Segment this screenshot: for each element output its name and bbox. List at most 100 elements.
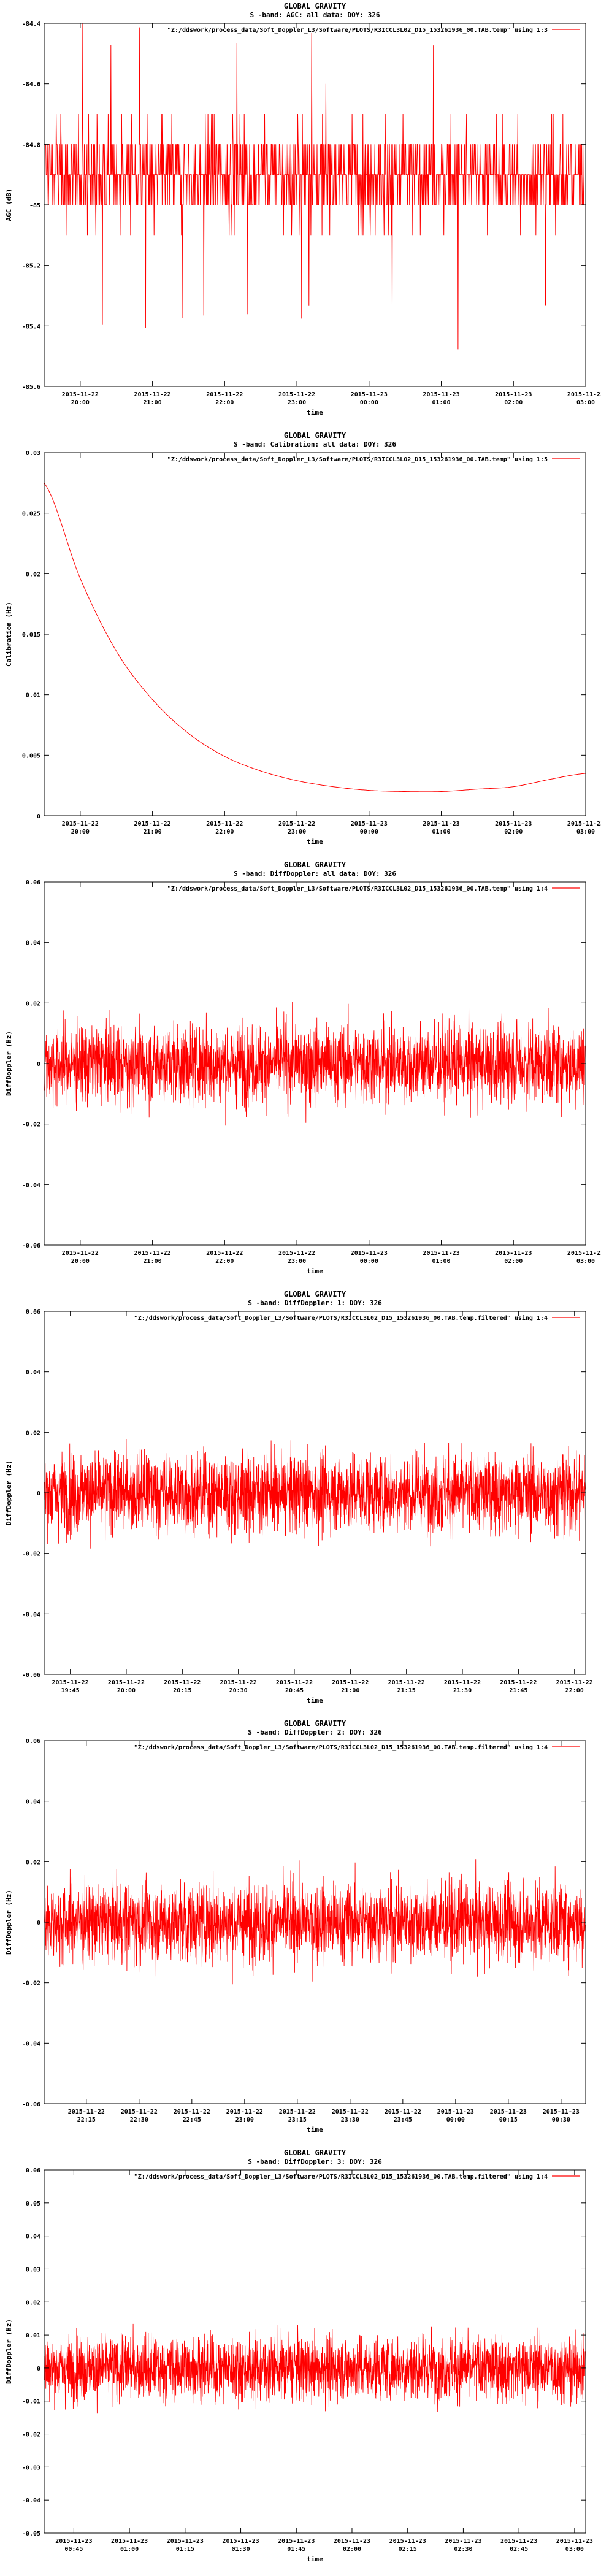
y-tick-label: 0.03 (26, 450, 40, 457)
legend-label: "Z:/ddswork/process_data/Soft_Doppler_L3… (134, 1744, 548, 1751)
chart-subtitle: S -band: AGC: all data: DOY: 326 (250, 11, 380, 19)
x-tick-time: 21:00 (144, 399, 162, 406)
chart-title: GLOBAL GRAVITY (284, 1290, 346, 1298)
x-tick-date: 2015-11-23 (389, 2538, 426, 2545)
x-tick-time: 23:15 (288, 2117, 307, 2123)
legend: "Z:/ddswork/process_data/Soft_Doppler_L3… (134, 1314, 580, 1322)
y-tick-label: 0 (37, 2366, 40, 2372)
y-tick-label: -0.06 (22, 1243, 40, 1249)
x-tick-time: 00:00 (360, 399, 378, 406)
x-tick-time: 20:00 (71, 399, 90, 406)
series-group (44, 1859, 586, 1985)
y-tick-label: 0.06 (26, 880, 40, 886)
y-tick-label: 0.005 (22, 753, 40, 759)
x-tick-time: 03:00 (576, 1258, 595, 1265)
x-tick-date: 2015-11-23 (556, 2538, 593, 2545)
x-tick-time: 23:00 (288, 829, 306, 835)
x-tick-time: 21:45 (509, 1687, 527, 1694)
x-tick-date: 2015-11-23 (423, 1250, 459, 1257)
x-tick-date: 2015-11-22 (278, 391, 315, 398)
x-tick-time: 21:30 (453, 1687, 472, 1694)
x-tick-date: 2015-11-23 (167, 2538, 204, 2545)
x-tick-time: 22:45 (183, 2117, 201, 2123)
y-tick-label: 0 (37, 1920, 40, 1926)
x-tick-date: 2015-11-22 (134, 391, 170, 398)
y-tick-label: -0.05 (22, 2531, 40, 2537)
chart-subtitle: S -band: DiffDoppler: 1: DOY: 326 (248, 1299, 382, 1307)
x-tick-time: 00:45 (64, 2546, 83, 2553)
y-tick-label: 0.06 (26, 1309, 40, 1316)
x-tick-time: 21:00 (341, 1687, 359, 1694)
y-tick-label: 0.06 (26, 2168, 40, 2174)
x-tick-date: 2015-11-22 (108, 1679, 145, 1686)
legend-label: "Z:/ddswork/process_data/Soft_Doppler_L3… (167, 456, 548, 463)
x-tick-date: 2015-11-22 (276, 1679, 313, 1686)
x-tick-time: 20:00 (117, 1687, 136, 1694)
x-tick-time: 00:00 (360, 829, 378, 835)
x-tick-date: 2015-11-23 (351, 1250, 388, 1257)
y-tick-label: -0.04 (22, 1182, 40, 1189)
y-axis-label: DiffDoppler (Hz) (5, 1460, 13, 1525)
legend: "Z:/ddswork/process_data/Soft_Doppler_L3… (167, 26, 580, 34)
x-axis-label: time (307, 1696, 323, 1704)
x-tick-date: 2015-11-22 (52, 1679, 89, 1686)
chart-panel-5: GLOBAL GRAVITY S -band: DiffDoppler: 2: D… (0, 1717, 601, 2147)
chart-title: GLOBAL GRAVITY (284, 431, 346, 440)
x-tick-date: 2015-11-22 (62, 1250, 99, 1257)
x-tick-time: 21:15 (397, 1687, 416, 1694)
x-tick-date: 2015-11-23 (495, 391, 532, 398)
x-tick-time: 22:00 (215, 1258, 234, 1265)
chart-panel-4: GLOBAL GRAVITY S -band: DiffDoppler: 1: D… (0, 1288, 601, 1717)
x-tick-time: 01:15 (176, 2546, 194, 2553)
y-tick-label: -0.04 (22, 2497, 40, 2504)
legend: "Z:/ddswork/process_data/Soft_Doppler_L3… (134, 1744, 580, 1751)
y-tick-label: 0 (37, 1061, 40, 1068)
x-tick-date: 2015-11-22 (226, 2109, 263, 2115)
x-tick-time: 02:00 (504, 829, 523, 835)
x-tick-time: 01:30 (231, 2546, 250, 2553)
x-tick-time: 00:15 (499, 2117, 518, 2123)
x-tick-time: 02:00 (504, 1258, 523, 1265)
y-tick-label: -0.04 (22, 1611, 40, 1618)
legend-label: "Z:/ddswork/process_data/Soft_Doppler_L3… (167, 26, 548, 34)
x-tick-time: 22:15 (77, 2117, 96, 2123)
x-tick-date: 2015-11-22 (206, 391, 243, 398)
x-tick-time: 03:00 (565, 2546, 584, 2553)
x-tick-date: 2015-11-22 (134, 1250, 170, 1257)
x-tick-date: 2015-11-23 (543, 2109, 580, 2115)
x-tick-date: 2015-11-23 (567, 391, 601, 398)
series-group (44, 483, 586, 792)
x-tick-time: 02:30 (454, 2546, 472, 2553)
x-axis-label: time (307, 1267, 323, 1275)
x-tick-date: 2015-11-23 (278, 2538, 315, 2545)
y-axis-label: DiffDoppler (Hz) (5, 2319, 13, 2384)
x-tick-date: 2015-11-23 (351, 821, 388, 827)
x-tick-date: 2015-11-23 (55, 2538, 92, 2545)
x-tick-date: 2015-11-22 (206, 821, 243, 827)
chart-panel-1: GLOBAL GRAVITY S -band: AGC: all data: DO… (0, 0, 601, 429)
x-axis-label: time (307, 838, 323, 846)
x-tick-date: 2015-11-23 (334, 2538, 370, 2545)
y-tick-label: -84.4 (22, 21, 40, 28)
chart-panel-6: GLOBAL GRAVITY S -band: DiffDoppler: 3: D… (0, 2147, 601, 2576)
x-tick-time: 03:00 (576, 829, 595, 835)
y-tick-label: 0 (37, 1490, 40, 1497)
chart-panel-2: GLOBAL GRAVITY S -band: Calibration: all … (0, 429, 601, 859)
y-axis-label: Calibration (Hz) (5, 602, 13, 667)
x-tick-date: 2015-11-22 (500, 1679, 537, 1686)
x-tick-time: 23:00 (288, 399, 306, 406)
y-tick-label: -0.03 (22, 2464, 40, 2471)
x-tick-time: 19:45 (61, 1687, 80, 1694)
plot-frame (44, 452, 586, 816)
x-tick-time: 02:00 (504, 399, 523, 406)
chart-title: GLOBAL GRAVITY (284, 2149, 346, 2157)
y-tick-label: 0.04 (26, 1799, 40, 1806)
x-tick-date: 2015-11-23 (222, 2538, 259, 2545)
x-tick-time: 00:00 (360, 1258, 378, 1265)
y-tick-label: 0.015 (22, 632, 40, 638)
x-tick-date: 2015-11-23 (437, 2109, 474, 2115)
chart-title: GLOBAL GRAVITY (284, 1719, 346, 1728)
